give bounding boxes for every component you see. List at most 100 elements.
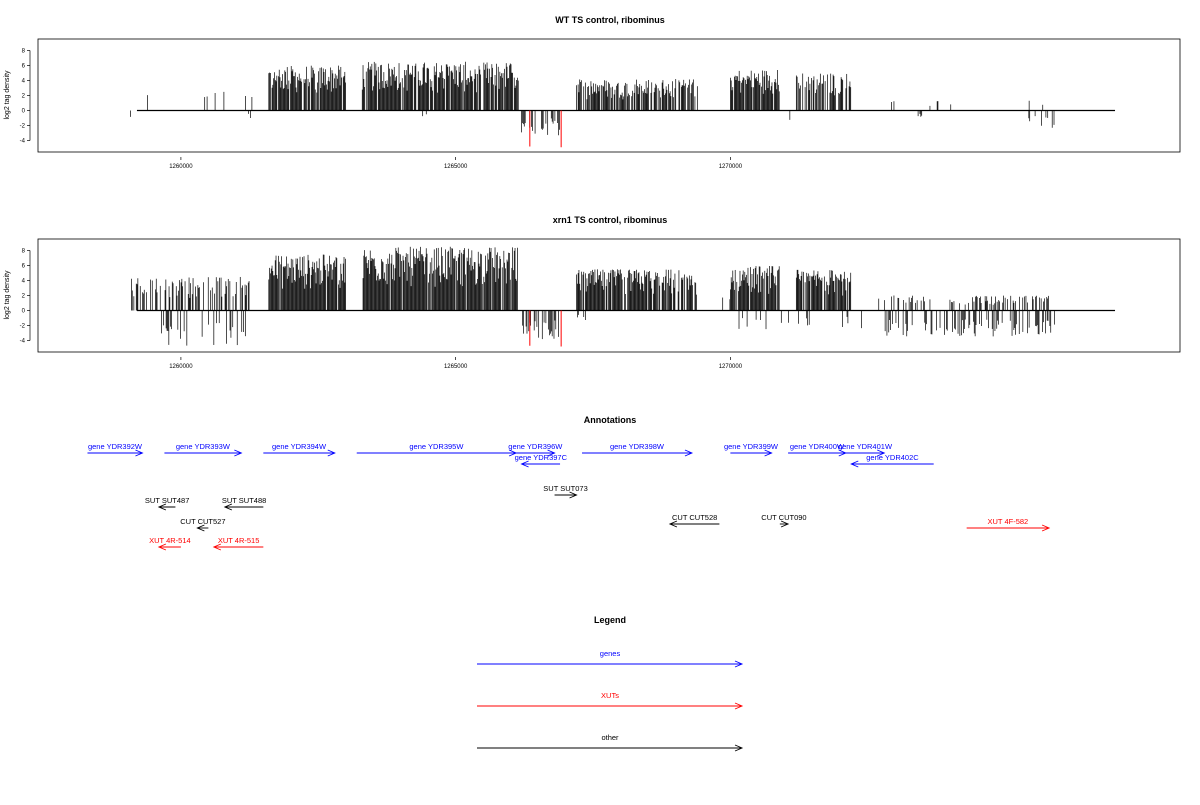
y-tick-label: 8 (22, 249, 26, 255)
annotation-arrow-head (157, 503, 167, 511)
legend-title: Legend (594, 615, 626, 625)
annotation-label: gene YDR393W (176, 442, 231, 451)
legend-label: genes (600, 649, 621, 658)
wt-track-axes: -4 -2 0 2 4 6 8 1260000 1265000 1270000 (20, 49, 743, 171)
y-tick-label: 4 (22, 279, 26, 285)
x-tick-label: 1270000 (719, 364, 743, 370)
y-tick-label: 6 (22, 264, 26, 270)
annotation-arrow-head (157, 543, 167, 551)
annotation-label: SUT SUT487 (145, 496, 189, 505)
annotation-label: XUT 4F-582 (988, 517, 1029, 526)
legend-arrow-head (734, 660, 744, 668)
annotation-gene-ydr393w: gene YDR393W (164, 442, 243, 457)
annotation-gene-ydr395w: gene YDR395W (356, 442, 518, 457)
legend-label: XUTs (601, 691, 619, 700)
y-tick-label: -4 (20, 139, 26, 145)
annotation-label: gene YDR394W (272, 442, 327, 451)
annotation-arrow-head (196, 524, 205, 532)
annotation-arrow-head (877, 449, 886, 457)
x-tick-label: 1270000 (719, 164, 743, 170)
annotation-arrow-head (547, 449, 556, 457)
annotation-label: gene YDR392W (88, 442, 143, 451)
annotation-label: CUT CUT527 (180, 517, 225, 526)
annotation-label: XUT 4R-515 (218, 536, 260, 545)
annotation-cut-cut528: CUT CUT528 (668, 513, 720, 528)
wt-track-bars (130, 61, 1116, 148)
annotation-gene-ydr398w: gene YDR398W (582, 442, 694, 457)
legend-entry-genes: genes (477, 649, 744, 668)
annotation-label: CUT CUT090 (761, 513, 806, 522)
xrn1-track-axes: -4 -2 0 2 4 6 8 1260000 1265000 1270000 (20, 249, 743, 371)
annotation-xut-4r-514: XUT 4R-514 (149, 536, 191, 551)
y-tick-label: -4 (20, 339, 26, 345)
xrn1-track-bars (131, 246, 1116, 347)
annotation-cut-cut527: CUT CUT527 (180, 517, 226, 532)
legend-entry-xuts: XUTs (477, 691, 744, 710)
xrn1-track-ylabel: log2 tag density (4, 270, 11, 320)
annotation-label: gene YDR402C (866, 453, 919, 462)
annotation-arrow-head (850, 460, 859, 468)
annotation-label: gene YDR400W (790, 442, 845, 451)
annotation-arrow-head (327, 449, 336, 457)
y-tick-label: 2 (22, 94, 26, 100)
legend-entries: genes XUTs other (477, 649, 744, 752)
legend-entry-other: other (477, 733, 744, 752)
annotation-gene-ydr392w: gene YDR392W (87, 442, 144, 457)
xrn1-track-frame (37, 238, 1181, 353)
annotation-label: gene YDR398W (610, 442, 665, 451)
annotation-gene-ydr401w: gene YDR401W (838, 442, 893, 457)
annotation-arrow-head (668, 520, 678, 528)
legend-arrow-head (734, 744, 744, 752)
annotation-label: gene YDR399W (724, 442, 779, 451)
annotations-panel: Annotations gene YDR392W gene YDR393W gene… (87, 415, 1051, 551)
legend-label: other (601, 733, 619, 742)
legend-arrow-head (734, 702, 744, 710)
annotation-sut-sut488: SUT SUT488 (222, 496, 266, 511)
annotation-xut-4r-515: XUT 4R-515 (212, 536, 264, 551)
annotation-gene-ydr402c: gene YDR402C (850, 453, 934, 468)
y-tick-label: 0 (22, 109, 26, 115)
x-tick-label: 1265000 (444, 164, 468, 170)
annotation-cut-cut090: CUT CUT090 (761, 513, 807, 528)
y-tick-label: 4 (22, 79, 26, 85)
annotation-sut-sut487: SUT SUT487 (145, 496, 189, 511)
annotation-arrow-head (780, 520, 790, 528)
annotations-title: Annotations (584, 415, 637, 425)
annotation-arrow-head (234, 449, 243, 457)
y-tick-label: 0 (22, 309, 26, 315)
y-tick-label: 2 (22, 294, 26, 300)
annotation-label: CUT CUT528 (672, 513, 717, 522)
annotation-arrow-head (135, 449, 144, 457)
y-tick-label: 6 (22, 64, 26, 70)
annotation-label: gene YDR401W (838, 442, 893, 451)
annotation-label: gene YDR397C (515, 453, 568, 462)
annotation-arrow-head (212, 543, 222, 551)
annotation-arrow-head (223, 503, 233, 511)
annotation-label: SUT SUT073 (543, 484, 587, 493)
annotation-gene-ydr397c: gene YDR397C (515, 453, 568, 468)
annotation-arrow-head (569, 491, 578, 499)
annotation-features: gene YDR392W gene YDR393W gene YDR394W gene… (87, 442, 1051, 551)
wt-track-ylabel: log2 tag density (4, 70, 11, 120)
annotation-xut-4f-582: XUT 4F-582 (966, 517, 1051, 532)
y-tick-label: -2 (20, 324, 26, 330)
wt-track-panel: WT TS control, ribominus log2 tag densit… (4, 15, 1181, 171)
y-tick-label: -2 (20, 124, 26, 130)
legend-panel: Legend genes XUTs other (477, 615, 744, 752)
annotation-gene-ydr394w: gene YDR394W (263, 442, 336, 457)
annotation-arrow-head (1041, 524, 1051, 532)
x-tick-label: 1260000 (169, 164, 193, 170)
annotation-label: XUT 4R-514 (149, 536, 191, 545)
annotation-gene-ydr399w: gene YDR399W (724, 442, 779, 457)
xrn1-track-title: xrn1 TS control, ribominus (553, 215, 668, 225)
x-tick-label: 1265000 (444, 364, 468, 370)
annotation-gene-ydr396w: gene YDR396W (508, 442, 563, 457)
annotation-arrow-head (764, 449, 773, 457)
y-tick-label: 8 (22, 49, 26, 55)
x-tick-label: 1260000 (169, 364, 193, 370)
annotation-label: gene YDR395W (409, 442, 464, 451)
annotation-label: gene YDR396W (508, 442, 563, 451)
annotation-arrow-head (520, 460, 529, 468)
